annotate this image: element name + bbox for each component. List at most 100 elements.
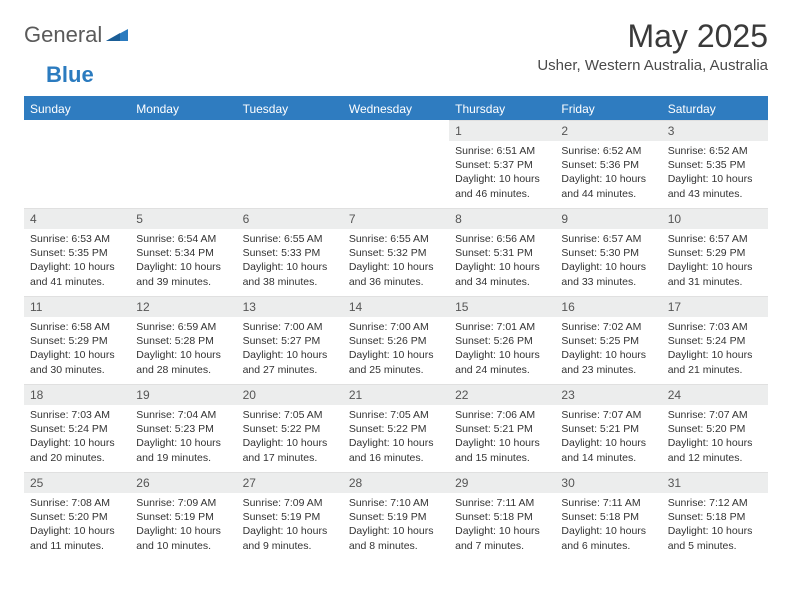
daylight-line: Daylight: 10 hours and 19 minutes. <box>136 436 230 464</box>
day-details: Sunrise: 7:00 AMSunset: 5:27 PMDaylight:… <box>237 317 343 383</box>
day-number: 16 <box>555 296 661 317</box>
daylight-line: Daylight: 10 hours and 33 minutes. <box>561 260 655 288</box>
day-details: Sunrise: 6:56 AMSunset: 5:31 PMDaylight:… <box>449 229 555 295</box>
day-details: Sunrise: 7:09 AMSunset: 5:19 PMDaylight:… <box>130 493 236 559</box>
sunrise-line: Sunrise: 7:09 AM <box>243 496 337 510</box>
calendar-cell: 16Sunrise: 7:02 AMSunset: 5:25 PMDayligh… <box>555 296 661 384</box>
sunrise-line: Sunrise: 7:11 AM <box>455 496 549 510</box>
day-details: Sunrise: 7:02 AMSunset: 5:25 PMDaylight:… <box>555 317 661 383</box>
sunset-line: Sunset: 5:35 PM <box>668 158 762 172</box>
daylight-line: Daylight: 10 hours and 36 minutes. <box>349 260 443 288</box>
logo: General <box>24 18 130 48</box>
day-details: Sunrise: 7:03 AMSunset: 5:24 PMDaylight:… <box>662 317 768 383</box>
calendar-cell: 31Sunrise: 7:12 AMSunset: 5:18 PMDayligh… <box>662 472 768 560</box>
calendar-cell: 3Sunrise: 6:52 AMSunset: 5:35 PMDaylight… <box>662 120 768 208</box>
calendar-cell: 26Sunrise: 7:09 AMSunset: 5:19 PMDayligh… <box>130 472 236 560</box>
weekday-header: Monday <box>130 97 236 120</box>
sunset-line: Sunset: 5:25 PM <box>561 334 655 348</box>
calendar-cell: 19Sunrise: 7:04 AMSunset: 5:23 PMDayligh… <box>130 384 236 472</box>
sunset-line: Sunset: 5:20 PM <box>30 510 124 524</box>
daylight-line: Daylight: 10 hours and 25 minutes. <box>349 348 443 376</box>
sunrise-line: Sunrise: 7:04 AM <box>136 408 230 422</box>
sunset-line: Sunset: 5:24 PM <box>30 422 124 436</box>
day-number: 13 <box>237 296 343 317</box>
day-number: 5 <box>130 208 236 229</box>
day-details: Sunrise: 7:03 AMSunset: 5:24 PMDaylight:… <box>24 405 130 471</box>
day-details: Sunrise: 6:52 AMSunset: 5:36 PMDaylight:… <box>555 141 661 207</box>
day-number: 4 <box>24 208 130 229</box>
day-number: 7 <box>343 208 449 229</box>
day-details: Sunrise: 7:07 AMSunset: 5:21 PMDaylight:… <box>555 405 661 471</box>
calendar-cell: 6Sunrise: 6:55 AMSunset: 5:33 PMDaylight… <box>237 208 343 296</box>
calendar-cell: 18Sunrise: 7:03 AMSunset: 5:24 PMDayligh… <box>24 384 130 472</box>
sunset-line: Sunset: 5:34 PM <box>136 246 230 260</box>
sunset-line: Sunset: 5:18 PM <box>561 510 655 524</box>
calendar-cell: 25Sunrise: 7:08 AMSunset: 5:20 PMDayligh… <box>24 472 130 560</box>
daylight-line: Daylight: 10 hours and 15 minutes. <box>455 436 549 464</box>
calendar-cell: 2Sunrise: 6:52 AMSunset: 5:36 PMDaylight… <box>555 120 661 208</box>
day-number: 3 <box>662 120 768 141</box>
daylight-line: Daylight: 10 hours and 20 minutes. <box>30 436 124 464</box>
calendar-row: 18Sunrise: 7:03 AMSunset: 5:24 PMDayligh… <box>24 384 768 472</box>
day-number: 21 <box>343 384 449 405</box>
daylight-line: Daylight: 10 hours and 46 minutes. <box>455 172 549 200</box>
daylight-line: Daylight: 10 hours and 43 minutes. <box>668 172 762 200</box>
day-details: Sunrise: 7:08 AMSunset: 5:20 PMDaylight:… <box>24 493 130 559</box>
day-number: 24 <box>662 384 768 405</box>
sunset-line: Sunset: 5:22 PM <box>243 422 337 436</box>
daylight-line: Daylight: 10 hours and 17 minutes. <box>243 436 337 464</box>
day-number: 27 <box>237 472 343 493</box>
logo-triangle-icon <box>106 25 128 46</box>
sunrise-line: Sunrise: 7:12 AM <box>668 496 762 510</box>
sunrise-line: Sunrise: 7:06 AM <box>455 408 549 422</box>
sunrise-line: Sunrise: 7:05 AM <box>349 408 443 422</box>
calendar-cell: 30Sunrise: 7:11 AMSunset: 5:18 PMDayligh… <box>555 472 661 560</box>
sunrise-line: Sunrise: 6:56 AM <box>455 232 549 246</box>
calendar-cell: 7Sunrise: 6:55 AMSunset: 5:32 PMDaylight… <box>343 208 449 296</box>
day-number: 8 <box>449 208 555 229</box>
title-block: May 2025 Usher, Western Australia, Austr… <box>537 18 768 74</box>
calendar-cell: 29Sunrise: 7:11 AMSunset: 5:18 PMDayligh… <box>449 472 555 560</box>
day-details: Sunrise: 7:07 AMSunset: 5:20 PMDaylight:… <box>662 405 768 471</box>
day-details: Sunrise: 7:00 AMSunset: 5:26 PMDaylight:… <box>343 317 449 383</box>
calendar-cell: 24Sunrise: 7:07 AMSunset: 5:20 PMDayligh… <box>662 384 768 472</box>
daylight-line: Daylight: 10 hours and 39 minutes. <box>136 260 230 288</box>
daylight-line: Daylight: 10 hours and 41 minutes. <box>30 260 124 288</box>
weekday-header: Thursday <box>449 97 555 120</box>
calendar-cell: 15Sunrise: 7:01 AMSunset: 5:26 PMDayligh… <box>449 296 555 384</box>
daylight-line: Daylight: 10 hours and 28 minutes. <box>136 348 230 376</box>
day-number: 9 <box>555 208 661 229</box>
sunset-line: Sunset: 5:21 PM <box>455 422 549 436</box>
calendar-cell: 10Sunrise: 6:57 AMSunset: 5:29 PMDayligh… <box>662 208 768 296</box>
day-number: 11 <box>24 296 130 317</box>
sunset-line: Sunset: 5:23 PM <box>136 422 230 436</box>
sunrise-line: Sunrise: 7:09 AM <box>136 496 230 510</box>
calendar-row: 11Sunrise: 6:58 AMSunset: 5:29 PMDayligh… <box>24 296 768 384</box>
day-number: 15 <box>449 296 555 317</box>
weekday-row: SundayMondayTuesdayWednesdayThursdayFrid… <box>24 97 768 120</box>
calendar-cell: 13Sunrise: 7:00 AMSunset: 5:27 PMDayligh… <box>237 296 343 384</box>
daylight-line: Daylight: 10 hours and 12 minutes. <box>668 436 762 464</box>
sunset-line: Sunset: 5:21 PM <box>561 422 655 436</box>
calendar-cell: 27Sunrise: 7:09 AMSunset: 5:19 PMDayligh… <box>237 472 343 560</box>
sunset-line: Sunset: 5:22 PM <box>349 422 443 436</box>
sunset-line: Sunset: 5:31 PM <box>455 246 549 260</box>
daylight-line: Daylight: 10 hours and 8 minutes. <box>349 524 443 552</box>
sunrise-line: Sunrise: 7:07 AM <box>561 408 655 422</box>
sunset-line: Sunset: 5:19 PM <box>349 510 443 524</box>
sunrise-line: Sunrise: 7:00 AM <box>243 320 337 334</box>
day-number: 31 <box>662 472 768 493</box>
sunrise-line: Sunrise: 7:03 AM <box>668 320 762 334</box>
calendar-row: 4Sunrise: 6:53 AMSunset: 5:35 PMDaylight… <box>24 208 768 296</box>
sunrise-line: Sunrise: 7:07 AM <box>668 408 762 422</box>
sunrise-line: Sunrise: 7:00 AM <box>349 320 443 334</box>
weekday-header: Sunday <box>24 97 130 120</box>
daylight-line: Daylight: 10 hours and 6 minutes. <box>561 524 655 552</box>
day-details: Sunrise: 7:11 AMSunset: 5:18 PMDaylight:… <box>555 493 661 559</box>
daylight-line: Daylight: 10 hours and 24 minutes. <box>455 348 549 376</box>
calendar-cell: 21Sunrise: 7:05 AMSunset: 5:22 PMDayligh… <box>343 384 449 472</box>
sunrise-line: Sunrise: 7:03 AM <box>30 408 124 422</box>
day-details: Sunrise: 7:10 AMSunset: 5:19 PMDaylight:… <box>343 493 449 559</box>
calendar-cell: 5Sunrise: 6:54 AMSunset: 5:34 PMDaylight… <box>130 208 236 296</box>
weekday-header: Friday <box>555 97 661 120</box>
